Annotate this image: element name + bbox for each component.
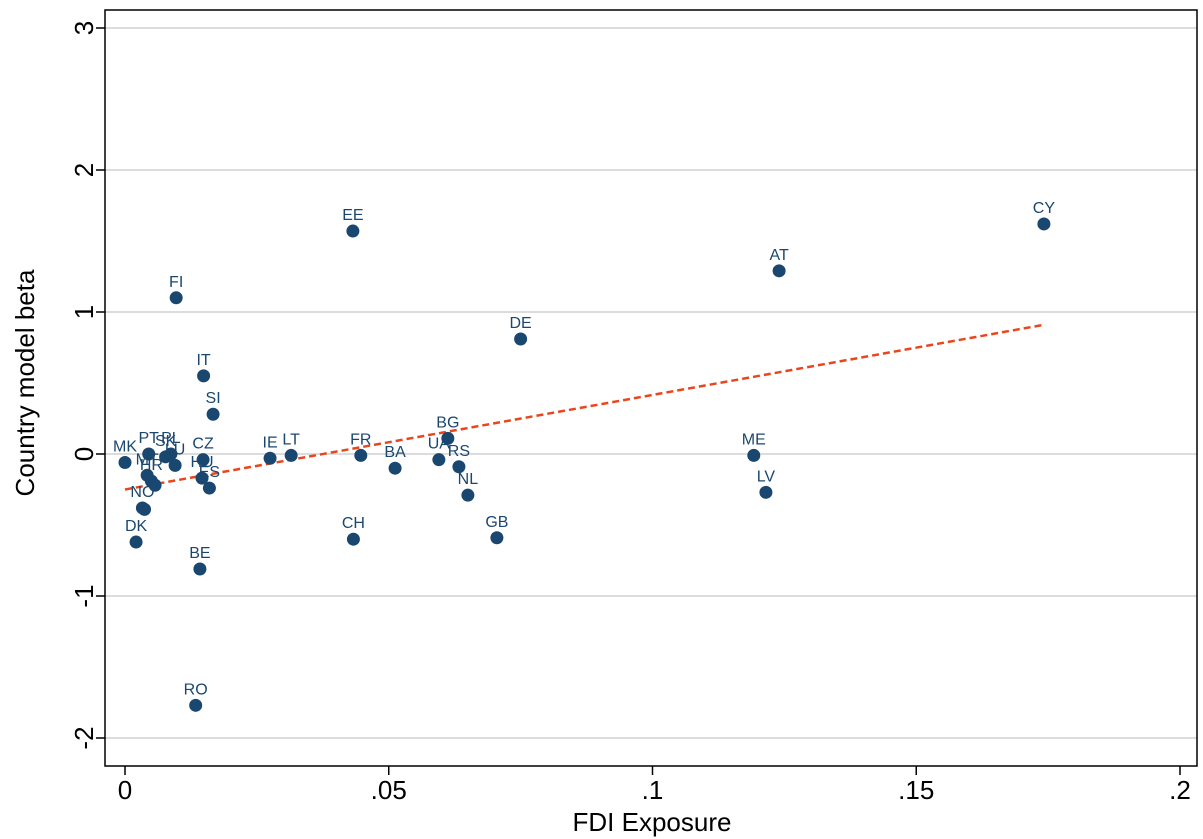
point-label-ie: IE <box>263 434 278 451</box>
point-label-be: BE <box>189 545 210 562</box>
point-label-es: ES <box>199 464 220 481</box>
data-point-3 <box>138 502 152 516</box>
point-label-me: ME <box>742 431 766 448</box>
point-label-pl: PL <box>161 430 181 447</box>
data-point-pl <box>164 447 178 461</box>
fit-line-layer <box>124 323 1045 491</box>
data-point-dk <box>129 535 143 549</box>
data-point-bg <box>441 431 455 445</box>
grid-lines <box>105 27 1197 739</box>
point-label-dk: DK <box>125 518 148 535</box>
data-point-cz <box>196 453 210 467</box>
data-point-lt <box>284 448 298 462</box>
fitted-trend-line <box>124 323 1045 491</box>
data-point-ch <box>346 532 360 546</box>
point-label-pt: PT <box>139 430 160 447</box>
point-label-ee: EE <box>342 207 363 224</box>
data-point-7 <box>148 478 162 492</box>
x-axis-ticks: 0 .05 .1 .15 .2 <box>118 766 1191 805</box>
data-points: MKDKNOMTPTHRSKPLLUFIROBEHUCZITESSIIELTEE… <box>113 200 1055 712</box>
data-point-nl <box>461 488 475 502</box>
x-tick-label-2: .1 <box>642 775 664 805</box>
point-label-hr: HR <box>140 457 163 474</box>
data-point-be <box>193 562 207 576</box>
data-point-hu <box>195 471 209 485</box>
point-label-ro: RO <box>184 681 208 698</box>
data-point-lv <box>759 485 773 499</box>
data-point-es <box>202 481 216 495</box>
data-point-lu <box>168 458 182 472</box>
point-label-ch: CH <box>342 515 365 532</box>
point-label-bg: BG <box>436 414 459 431</box>
point-label-sk: SK <box>155 433 177 450</box>
plot-frame <box>104 9 1198 767</box>
data-point-ro <box>189 698 203 712</box>
data-point-cy <box>1037 217 1051 231</box>
x-tick-label-1: .05 <box>371 775 407 805</box>
point-label-at: AT <box>769 247 788 264</box>
data-point-fi <box>169 291 183 305</box>
data-point-ee <box>346 224 360 238</box>
y-tick-label-0: -2 <box>69 726 99 749</box>
data-point-de <box>514 332 528 346</box>
point-label-no: NO <box>130 484 154 501</box>
y-tick-label-1: -1 <box>69 584 99 607</box>
point-label-lv: LV <box>757 468 776 485</box>
point-label-si: SI <box>206 390 221 407</box>
data-point-it <box>197 369 211 383</box>
point-label-nl: NL <box>458 471 479 488</box>
data-point-rs <box>452 460 466 474</box>
point-label-de: DE <box>510 315 532 332</box>
y-tick-label-5: 3 <box>69 21 99 35</box>
point-label-cy: CY <box>1033 200 1056 217</box>
point-label-lt: LT <box>282 431 300 448</box>
point-label-cz: CZ <box>192 436 214 453</box>
point-label-fr: FR <box>350 431 371 448</box>
data-point-gb <box>490 531 504 545</box>
point-label-ba: BA <box>384 444 406 461</box>
x-tick-label-0: 0 <box>118 775 132 805</box>
point-label-it: IT <box>196 352 210 369</box>
data-point-pt <box>142 447 156 461</box>
data-point-me <box>747 448 761 462</box>
x-axis-title: FDI Exposure <box>573 807 732 837</box>
point-label-mk: MK <box>113 439 137 456</box>
x-tick-label-3: .15 <box>898 775 934 805</box>
data-point-ie <box>263 451 277 465</box>
point-label-lu: LU <box>165 441 185 458</box>
y-tick-label-4: 2 <box>69 163 99 177</box>
x-tick-label-4: .2 <box>1169 775 1191 805</box>
data-point-ua <box>432 453 446 467</box>
data-point-si <box>206 407 220 421</box>
y-tick-label-2: 0 <box>69 447 99 461</box>
data-point-mk <box>118 456 132 470</box>
axes <box>104 9 1198 767</box>
point-label-gb: GB <box>485 514 508 531</box>
data-point-fr <box>354 448 368 462</box>
y-tick-label-3: 1 <box>69 305 99 319</box>
y-axis-ticks: -2 -1 0 1 2 3 <box>69 21 105 750</box>
data-point-ba <box>388 461 402 475</box>
y-axis-title: Country model beta <box>10 269 40 496</box>
point-label-fi: FI <box>169 274 183 291</box>
point-label-rs: RS <box>448 443 470 460</box>
data-point-at <box>772 264 786 278</box>
